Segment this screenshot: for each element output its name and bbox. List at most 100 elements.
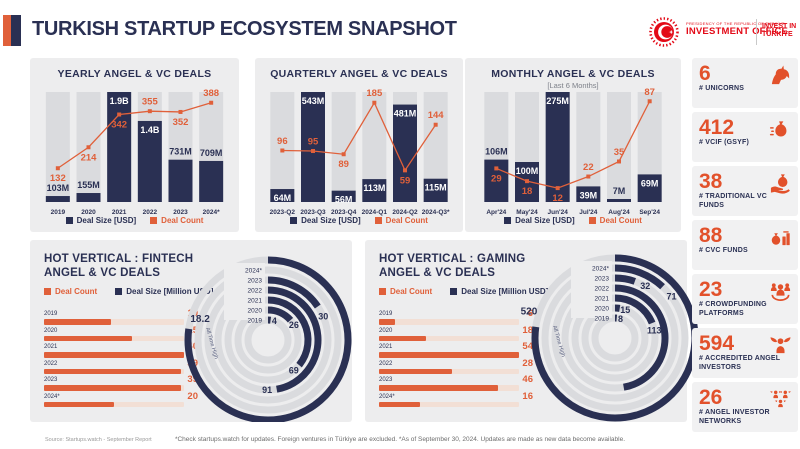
hv-track: [44, 385, 184, 391]
angel-network-icon: [769, 390, 792, 408]
radial-year-label: 2019: [595, 316, 610, 323]
deal-count-line: [496, 100, 651, 189]
deal-size-bar: [270, 189, 295, 202]
header-accent-navy: [11, 15, 21, 46]
deal-size-legend-swatch: [450, 288, 458, 295]
deal-count-point: [209, 100, 214, 105]
gaming-legend: Deal Count Deal Size [Million USD]: [379, 287, 548, 296]
stat-crowdfunding-platforms: 23 # CROWDFUNDING PLATFORMS: [692, 274, 798, 324]
deal-count-point: [372, 100, 377, 105]
deal-size-bar: [137, 120, 162, 202]
radial-label-band: [571, 261, 612, 318]
radial-label-band: [224, 263, 265, 320]
fintech-title-line2: ANGEL & VC DEALS: [44, 267, 161, 279]
investment-office-logo: PRESIDENCY OF THE REPUBLIC OF TÜRKİYE IN…: [648, 16, 798, 50]
all-time-arc: [531, 254, 699, 422]
radial-year-label: 2020: [595, 306, 610, 313]
deal-count-legend-swatch: [374, 217, 382, 224]
radial-ring: [244, 316, 292, 364]
hv-row: 2020 25: [44, 324, 198, 345]
fintech-deal-size-radial-chart: 4 266991302024*2023202220212020201918.2Al…: [184, 256, 352, 422]
yearly-chart-title: YEARLY ANGEL & VC DEALS: [57, 68, 212, 80]
radial-arc: [267, 276, 321, 309]
radial-value-label: 4: [272, 316, 277, 326]
x-tick-label: 2024-Q1: [362, 209, 388, 216]
hv-count-bar: [44, 368, 181, 374]
stat-traditional-vc-funds: 38 # TRADITIONAL VC FUNDS: [692, 166, 798, 216]
deal-count-legend-swatch: [588, 217, 596, 224]
hv-count-value: 39: [187, 374, 198, 385]
deal-count-point: [341, 152, 346, 157]
stat-label: # ACCREDITED ANGEL INVESTORS: [699, 355, 781, 371]
unicorn-icon: [771, 65, 790, 85]
deal-size-bar: [576, 186, 601, 202]
radial-value-label: 91: [262, 385, 272, 395]
x-tick-label: Apr'24: [486, 209, 506, 216]
hv-count-bar: [379, 352, 519, 358]
radial-value-label: 69: [289, 366, 299, 376]
hv-count-bar: [44, 352, 184, 358]
hv-year-label: 2021: [44, 344, 58, 350]
fintech-title-line1: HOT VERTICAL : FINTECH: [44, 253, 194, 265]
deal-count-label: 18: [522, 186, 533, 197]
deal-size-label: 543M: [302, 96, 325, 106]
deal-size-bar: [607, 199, 631, 202]
deal-size-bar: [199, 160, 224, 202]
deal-size-label: 481M: [394, 109, 417, 119]
quarterly-chart-title: QUARTERLY ANGEL & VC DEALS: [270, 68, 448, 80]
hv-count-bar: [379, 368, 452, 374]
radial-arc: [267, 306, 294, 323]
radial-year-label: 2022: [248, 288, 263, 295]
all-time-value: 520: [521, 307, 538, 318]
x-tick-label: 2023-Q3: [300, 209, 326, 216]
deal-count-point: [647, 99, 652, 104]
deal-size-bar: [76, 193, 101, 202]
radial-year-label: 2021: [595, 296, 610, 303]
hv-row: 2021 40: [44, 341, 198, 361]
footer-note: *Check startups.watch for updates. Forei…: [174, 436, 626, 443]
deal-size-legend-swatch: [65, 217, 73, 224]
deal-size-bar: [545, 92, 570, 202]
fintech-legend: Deal Count Deal Size [Million USD]: [44, 287, 213, 296]
deal-count-label: 214: [81, 152, 98, 163]
hv-count-bar: [379, 319, 395, 325]
deal-size-label: 103M: [47, 183, 70, 193]
hv-row: 2023 46: [379, 374, 533, 394]
radial-arc: [267, 296, 312, 368]
radial-value-label: 30: [318, 312, 328, 322]
hv-track: [379, 352, 519, 358]
stat-accredited-angel-investors: 594 # ACCREDITED ANGEL INVESTORS: [692, 328, 798, 378]
deal-count-label: 89: [338, 159, 349, 170]
deal-count-label: 144: [428, 110, 445, 121]
radial-value-label: 71: [666, 292, 676, 302]
hv-row: 2022 28: [379, 358, 533, 378]
deal-count-line: [57, 102, 212, 169]
stat-value: 6: [699, 62, 711, 85]
deal-count-legend-swatch: [150, 217, 158, 224]
invest-line2: TÜRKİYE: [762, 31, 793, 38]
logo-divider: [756, 19, 757, 45]
radial-year-label: 2020: [248, 308, 263, 315]
hv-count-value: 6: [527, 308, 533, 319]
x-tick-label: Sep'24: [639, 209, 660, 216]
radial-year-label: 2024*: [245, 268, 262, 275]
radial-ring: [194, 266, 342, 414]
hv-year-label: 2019: [379, 311, 393, 317]
deal-size-label: 155M: [77, 180, 100, 190]
bg-bar: [45, 92, 70, 202]
monthly-legend: Deal Size [USD] Deal Count: [465, 216, 681, 225]
logo-office-name: INVESTMENT OFFICE: [686, 26, 789, 37]
deal-count-point: [147, 109, 152, 114]
quarterly-legend: Deal Size [USD] Deal Count: [255, 216, 463, 225]
hv-year-label: 2020: [379, 327, 393, 334]
deal-size-legend-label: Deal Size [Million USD]: [126, 287, 214, 296]
deal-count-point: [117, 112, 122, 117]
monthly-deals-panel: MONTHLY ANGEL & VC DEALS [Last 6 Months]…: [465, 58, 681, 232]
hv-count-value: 25: [187, 324, 198, 336]
deal-size-legend-label: Deal Size [Million USD]: [461, 287, 549, 296]
hv-count-bar: [44, 385, 181, 391]
deal-size-bar: [168, 159, 193, 202]
hv-year-label: 2024*: [379, 393, 395, 400]
deal-size-label: 731M: [169, 147, 192, 157]
